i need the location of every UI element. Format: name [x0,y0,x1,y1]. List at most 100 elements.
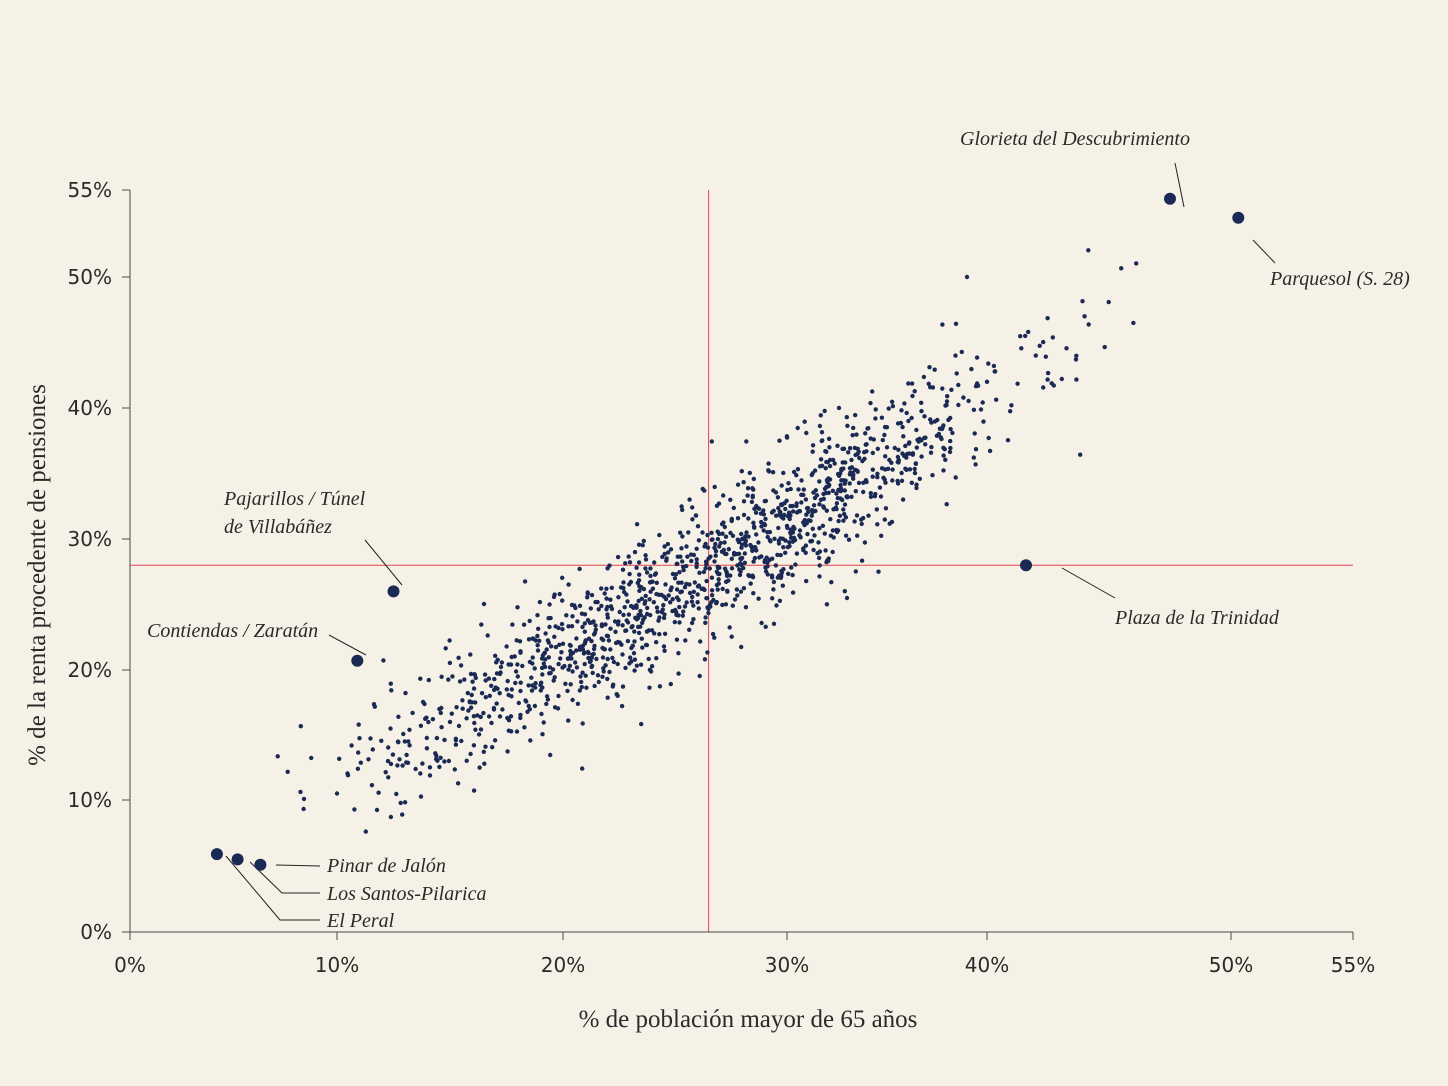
data-point [799,478,804,483]
data-point [504,687,509,692]
data-point [482,761,487,766]
data-point [424,715,429,720]
data-point [395,763,400,768]
data-point [437,706,442,712]
data-point [840,497,845,503]
data-point [491,707,497,712]
data-point [574,636,579,641]
data-point [817,479,822,484]
data-point [691,589,696,594]
data-point [895,481,901,486]
data-point [907,467,913,472]
data-point [785,487,790,493]
data-point [678,554,683,559]
data-point [703,620,708,625]
data-point [462,677,467,682]
data-point [627,560,633,565]
data-point [751,591,756,596]
data-point [786,481,791,486]
data-point [720,602,725,608]
data-point [752,525,757,530]
data-point [820,438,825,443]
data-point [794,501,799,506]
data-point [648,573,653,579]
data-point [991,363,997,369]
data-point [1131,320,1136,326]
data-point [595,673,601,678]
data-point [880,437,885,443]
data-point [547,602,552,607]
data-point [717,531,722,537]
data-point [682,604,688,609]
data-point [790,572,795,578]
leader-line-parquesol [1252,239,1276,264]
data-point [657,684,663,689]
data-point [604,607,609,612]
data-point [722,540,727,545]
data-point [724,569,729,574]
data-point [863,478,869,483]
data-point [602,647,607,652]
data-point [515,662,520,667]
data-point [418,676,423,681]
data-point [795,467,801,472]
data-point [455,781,461,786]
data-point [1041,385,1046,390]
data-point [739,469,744,474]
data-point [591,651,596,657]
data-point [828,533,834,538]
data-point [643,593,648,599]
data-point [618,585,624,590]
data-point [909,381,915,386]
data-point [914,485,919,491]
data-point [366,757,371,762]
data-point [885,466,891,471]
data-point [589,663,595,669]
data-point [853,569,858,574]
data-point [489,720,494,726]
data-point [832,461,837,466]
data-point [582,612,588,617]
data-point [784,434,790,439]
data-point [846,450,851,455]
data-point [587,659,593,665]
leader-line-el-peral [225,855,320,921]
data-point [697,673,702,679]
data-point [734,587,739,592]
data-point [1019,346,1024,351]
data-point [449,711,454,716]
data-point [751,476,756,482]
data-point [497,691,502,696]
data-point [1022,333,1028,339]
data-point [779,502,784,507]
data-point [830,549,835,555]
data-point [906,418,911,424]
data-point [643,599,648,604]
data-point [570,614,575,619]
data-point [418,794,424,799]
data-point [452,767,457,772]
data-point [840,460,845,465]
data-point [752,545,758,550]
data-point [565,688,570,694]
data-point [702,488,707,493]
data-point [969,366,974,372]
data-point [928,450,934,455]
data-point [756,596,761,601]
data-point [629,645,634,651]
data-point [533,685,538,690]
data-point [749,499,755,505]
data-point [439,725,444,730]
data-point [680,534,685,539]
data-point [593,599,598,605]
data-point [1059,376,1065,382]
data-point [752,506,757,511]
data-point [605,676,610,682]
data-point [481,601,487,607]
data-point [810,443,816,448]
data-point [729,634,734,639]
data-point [764,555,769,560]
data-point [624,628,629,633]
data-point [863,442,868,447]
data-point [803,543,809,548]
